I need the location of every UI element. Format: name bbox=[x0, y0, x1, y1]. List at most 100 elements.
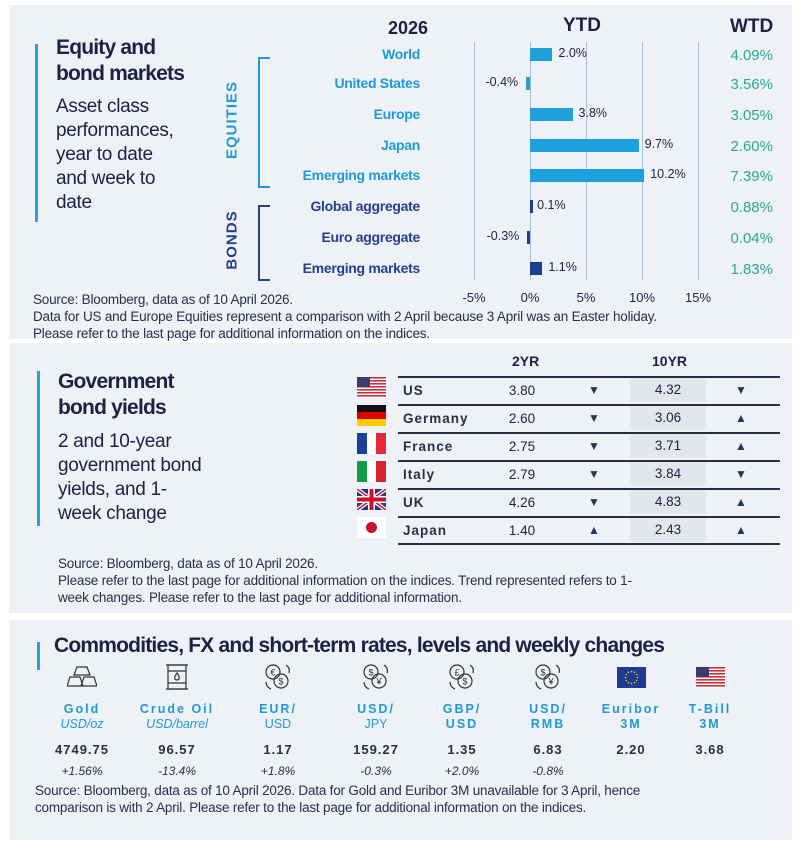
col-year: 2026 bbox=[388, 18, 429, 38]
country-name: France bbox=[403, 439, 454, 454]
svg-text:$: $ bbox=[368, 668, 373, 678]
commodity-label: Gold bbox=[63, 702, 101, 716]
category-label: Japan bbox=[381, 137, 420, 153]
category-label: Emerging markets bbox=[302, 167, 421, 183]
svg-text:$: $ bbox=[540, 668, 545, 678]
col-wtd: WTD bbox=[730, 16, 774, 37]
svg-text:¥: ¥ bbox=[375, 677, 382, 687]
commodity-unit: RMB bbox=[530, 717, 566, 731]
bonds-notes: Source: Bloomberg, data as of 10 April 2… bbox=[58, 556, 632, 605]
commodity-unit: 3M bbox=[699, 717, 721, 731]
commodity-value: 2.20 bbox=[616, 742, 646, 757]
gridline bbox=[586, 42, 587, 280]
trend-up-icon: ▲ bbox=[735, 495, 747, 509]
trend-down-icon: ▼ bbox=[588, 411, 600, 425]
commodity-value: 1.17 bbox=[263, 742, 293, 757]
bar-value-label: -0.4% bbox=[485, 75, 519, 89]
x-tick-label: 5% bbox=[576, 290, 596, 305]
trend-down-icon: ▼ bbox=[735, 383, 747, 397]
table-row: UK 4.26 ▼ 4.83 ▲ bbox=[398, 488, 780, 516]
svg-text:¥: ¥ bbox=[547, 677, 554, 687]
trend-down-icon: ▼ bbox=[588, 383, 600, 397]
trend-up-icon: ▲ bbox=[735, 523, 747, 537]
trend-down-icon: ▼ bbox=[588, 495, 600, 509]
gridline bbox=[698, 42, 699, 280]
accent-bar bbox=[37, 642, 40, 670]
country-name: Germany bbox=[403, 411, 469, 426]
bar-value-label: 0.1% bbox=[537, 198, 566, 212]
equity-subtitle: Asset class performances, year to date and … bbox=[56, 96, 174, 213]
category-label: Emerging markets bbox=[302, 260, 421, 276]
commodity-change: +2.0% bbox=[444, 764, 480, 778]
category-label: Europe bbox=[373, 106, 421, 122]
uk-flag bbox=[355, 487, 388, 512]
bonds-title: Government bond yields bbox=[58, 370, 175, 419]
trend-up-icon: ▲ bbox=[735, 411, 747, 425]
trend-up-icon: ▲ bbox=[588, 523, 600, 537]
commodity-item-6: $ ¥ USD/RMB 6.83 -0.8% bbox=[503, 662, 593, 778]
wtd-value: 0.04% bbox=[730, 230, 773, 247]
bar-value-label: 10.2% bbox=[650, 167, 686, 181]
trend-down-icon: ▼ bbox=[588, 439, 600, 453]
category-label: Global aggregate bbox=[310, 198, 420, 214]
commodity-unit: USD/barrel bbox=[146, 717, 208, 731]
country-name: US bbox=[403, 383, 424, 398]
japan-flag bbox=[357, 517, 386, 538]
country-name: Italy bbox=[403, 467, 436, 482]
commodity-value: 96.57 bbox=[158, 742, 196, 757]
commodity-change: +1.8% bbox=[260, 764, 296, 778]
yield-10yr: 4.83 bbox=[630, 490, 706, 514]
commodity-value: 1.35 bbox=[447, 742, 477, 757]
equity-notes: Source: Bloomberg, data as of 10 April 2… bbox=[33, 292, 657, 341]
commodity-label: USD/ bbox=[357, 702, 395, 716]
equities-bracket bbox=[258, 57, 270, 188]
yield-10yr: 3.71 bbox=[630, 434, 706, 458]
commodities-title: Commodities, FX and short-term rates, le… bbox=[54, 634, 665, 657]
commodities-notes: Source: Bloomberg, data as of 10 April 2… bbox=[35, 783, 641, 815]
commodity-item-4: $ ¥ USD/JPY 159.27 -0.3% bbox=[331, 662, 421, 778]
col-ytd: YTD bbox=[563, 15, 601, 36]
yield-10yr: 2.43 bbox=[630, 518, 706, 542]
table-row: Germany 2.60 ▼ 3.06 ▲ bbox=[398, 404, 780, 432]
commodity-change: -13.4% bbox=[157, 764, 197, 778]
commodity-item-1: Gold USD/oz 4749.75 +1.56% bbox=[37, 662, 127, 778]
category-label: Euro aggregate bbox=[321, 229, 421, 245]
bar-value-label: 3.8% bbox=[578, 106, 608, 120]
wtd-value: 2.60% bbox=[730, 138, 773, 155]
commodity-value: 159.27 bbox=[353, 742, 399, 757]
wtd-value: 4.09% bbox=[730, 47, 773, 64]
bar-value-label: 2.0% bbox=[558, 46, 587, 60]
x-tick-label: 10% bbox=[628, 290, 656, 305]
category-label: United States bbox=[334, 75, 420, 91]
commodity-item-7: Euribor 3M 2.20 bbox=[586, 662, 676, 757]
commodity-value: 4749.75 bbox=[55, 742, 109, 757]
commodity-item-8: T-Bill 3M 3.68 bbox=[665, 662, 755, 757]
gridline bbox=[530, 42, 531, 280]
equities-label: EQUITIES bbox=[223, 80, 241, 160]
equity-bond-panel bbox=[9, 5, 792, 339]
yield-2yr: 3.80 bbox=[508, 383, 536, 398]
commodity-item-2: Crude Oil USD/barrel 96.57 -13.4% bbox=[132, 662, 222, 778]
commodity-unit: USD bbox=[445, 717, 479, 731]
commodities-panel bbox=[9, 620, 792, 840]
commodity-label: Euribor bbox=[601, 702, 661, 716]
bar bbox=[526, 231, 530, 244]
table-row: France 2.75 ▼ 3.71 ▲ bbox=[398, 432, 780, 460]
gridline bbox=[474, 42, 475, 280]
commodity-change: -0.3% bbox=[360, 764, 392, 778]
pound-dollar-exchange-icon: £ $ bbox=[417, 662, 507, 692]
yield-10yr: 3.06 bbox=[630, 406, 706, 430]
eu-flag bbox=[586, 662, 676, 692]
yield-2yr: 2.60 bbox=[508, 411, 536, 426]
yield-10yr: 3.84 bbox=[630, 462, 706, 486]
category-label: World bbox=[382, 46, 420, 62]
svg-text:£: £ bbox=[454, 668, 459, 678]
country-name: UK bbox=[403, 495, 425, 510]
bar bbox=[530, 108, 573, 121]
col-2yr: 2YR bbox=[512, 353, 540, 369]
commodity-value: 6.83 bbox=[533, 742, 563, 757]
commodity-item-5: £ $ GBP/USD 1.35 +2.0% bbox=[417, 662, 507, 778]
wtd-value: 0.88% bbox=[730, 199, 773, 216]
wtd-value: 3.56% bbox=[730, 76, 773, 93]
bonds-bracket bbox=[258, 205, 270, 281]
